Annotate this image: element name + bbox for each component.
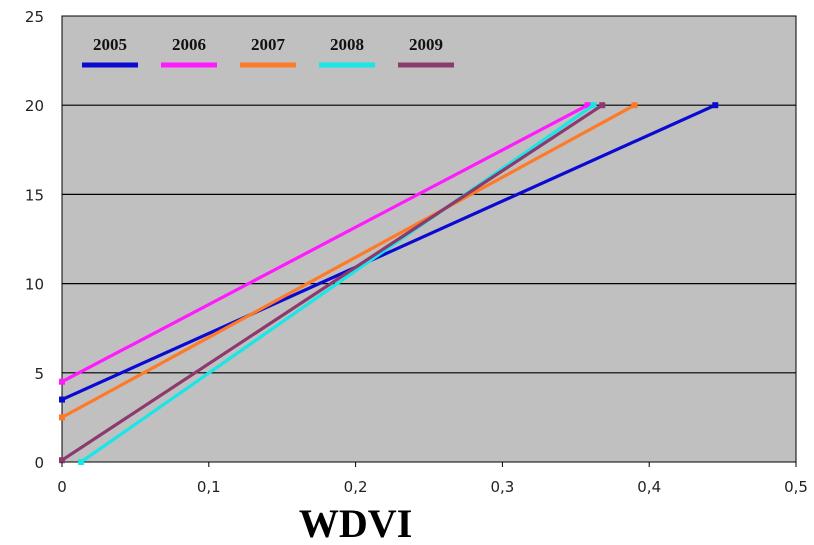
plot-area xyxy=(61,15,797,463)
data-point-2005-1 xyxy=(712,102,719,109)
data-point-2009-1 xyxy=(599,102,606,109)
y-tick-label: 15 xyxy=(25,186,44,204)
y-tick-label: 20 xyxy=(25,97,44,115)
legend-label-2009: 2009 xyxy=(409,35,443,54)
series-line-2008 xyxy=(80,103,595,464)
grid-lines xyxy=(62,104,796,374)
legend-label-2005: 2005 xyxy=(93,35,127,54)
legend: 2005 2006 2007 2008 2009 xyxy=(82,35,454,68)
series-line-2005 xyxy=(61,103,716,402)
data-point-2007-1 xyxy=(631,102,638,109)
y-tick-label: 25 xyxy=(25,8,44,26)
data-point-2008-1 xyxy=(590,102,597,109)
x-tick-label: 0,2 xyxy=(344,478,368,496)
axis-ticks: 0 5 10 15 20 25 0 0,1 0,2 0,3 0,4 0,5 xyxy=(25,8,808,496)
data-point-2006-0 xyxy=(59,378,65,385)
series-layer xyxy=(59,102,719,465)
legend-label-2006: 2006 xyxy=(172,35,206,54)
series-line-2007 xyxy=(61,103,636,419)
data-point-2005-0 xyxy=(59,396,65,403)
series-line-2006 xyxy=(61,103,589,384)
series-line-2009 xyxy=(61,103,604,462)
y-tick-label: 0 xyxy=(34,454,44,472)
data-point-2009-0 xyxy=(59,457,65,464)
x-tick-label: 0,4 xyxy=(637,478,661,496)
x-tick-label: 0,1 xyxy=(197,478,221,496)
x-tick-label: 0,3 xyxy=(490,478,514,496)
data-point-2008-0 xyxy=(78,459,85,465)
x-tick-label: 0 xyxy=(57,478,67,496)
x-tick-label: 0,5 xyxy=(784,478,808,496)
x-axis-label: WDVI xyxy=(299,501,412,545)
y-tick-label: 5 xyxy=(34,365,44,383)
data-point-2006-1 xyxy=(584,102,591,109)
legend-label-2007: 2007 xyxy=(251,35,286,54)
y-tick-label: 10 xyxy=(25,276,44,294)
legend-label-2008: 2008 xyxy=(330,35,364,54)
data-point-2007-0 xyxy=(59,414,65,421)
